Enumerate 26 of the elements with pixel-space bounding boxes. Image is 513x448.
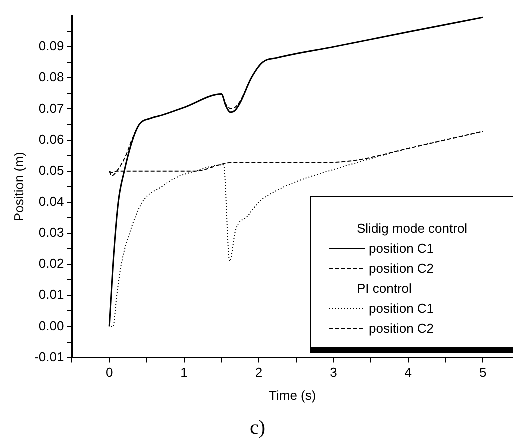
y-tick-label: 0.04 [38, 194, 64, 210]
x-tick-label: 1 [180, 365, 188, 380]
legend-label: position C1 [369, 240, 434, 258]
x-tick-label: 5 [480, 365, 487, 380]
x-tick-label: 3 [330, 365, 338, 380]
y-tick-label: 0.02 [38, 256, 64, 272]
y-tick-label: 0.09 [38, 38, 64, 54]
annotation: PI control [356, 280, 413, 298]
y-tick-label: 0.06 [38, 132, 64, 147]
y-axis-title: Position (m) [11, 152, 26, 222]
x-tick-label: 2 [255, 365, 263, 380]
x-axis-title: Time (s) [269, 388, 316, 403]
y-tick-label: -0.01 [34, 349, 64, 364]
legend-label: position C2 [369, 320, 434, 338]
y-tick-label: 0.08 [38, 70, 64, 85]
y-tick-label: 0.05 [38, 162, 64, 178]
y-tick-label: 0.01 [38, 287, 64, 302]
legend-label: position C2 [369, 260, 434, 278]
text: c) [250, 417, 266, 440]
x-tick-label: 4 [404, 365, 412, 380]
y-tick-label: 0.03 [38, 225, 64, 240]
legend-label: position C1 [369, 300, 434, 318]
y-tick-label: 0.07 [38, 100, 64, 116]
x-tick-label: 0 [106, 365, 114, 380]
annotation: Slidig mode control [356, 220, 469, 238]
y-tick-label: 0.00 [38, 318, 64, 334]
